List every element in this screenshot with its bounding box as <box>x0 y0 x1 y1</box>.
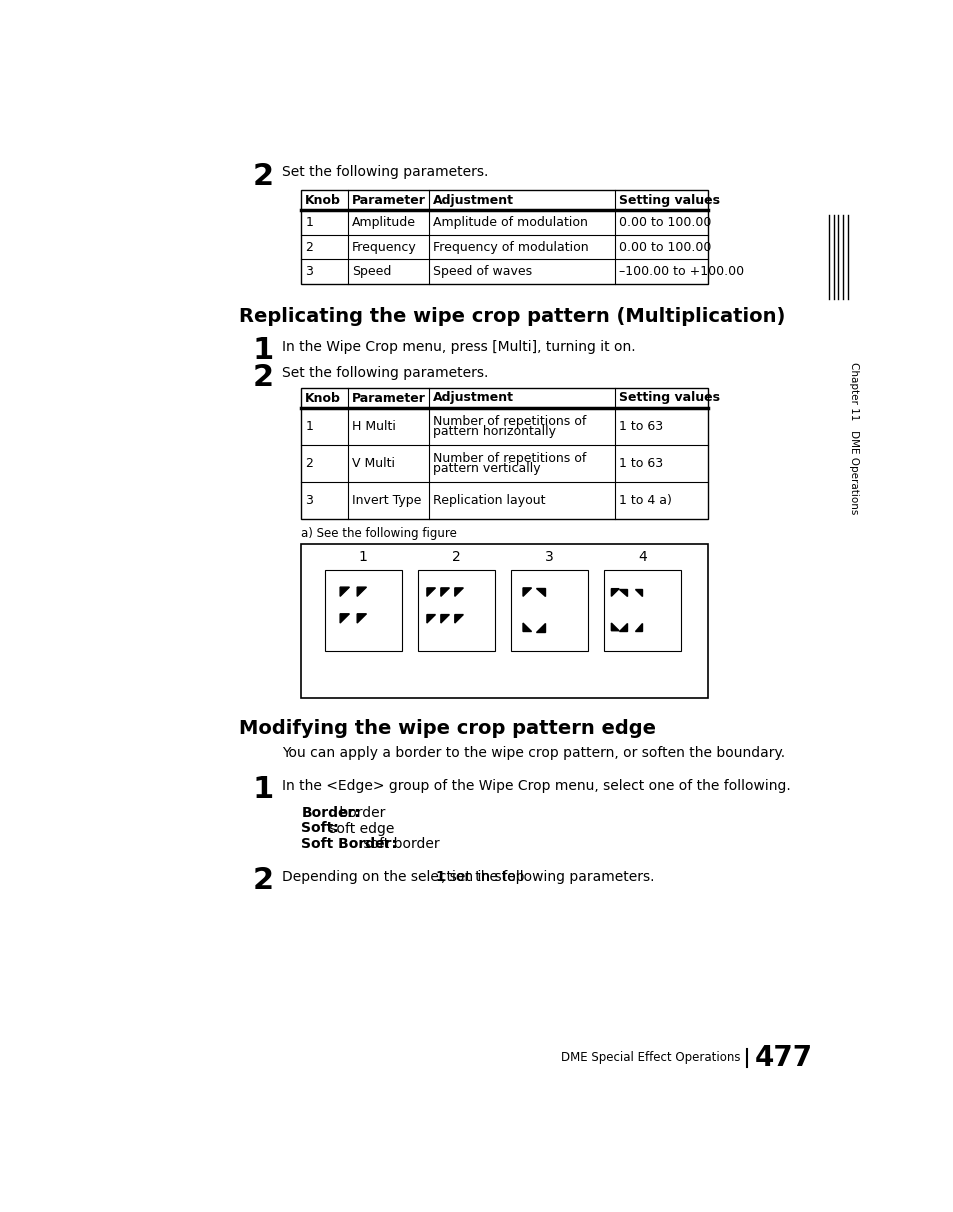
Polygon shape <box>536 588 544 596</box>
Text: pattern vertically: pattern vertically <box>433 462 540 475</box>
Text: DME Special Effect Operations: DME Special Effect Operations <box>560 1051 740 1064</box>
Text: Frequency: Frequency <box>352 240 416 253</box>
Text: V Multi: V Multi <box>352 457 395 470</box>
Polygon shape <box>618 589 626 596</box>
Text: Soft Border:: Soft Border: <box>301 837 397 851</box>
Text: Adjustment: Adjustment <box>433 391 514 405</box>
Text: Replicating the wipe crop pattern (Multiplication): Replicating the wipe crop pattern (Multi… <box>239 307 785 326</box>
Text: Chapter 11   DME Operations: Chapter 11 DME Operations <box>848 362 858 514</box>
Polygon shape <box>611 589 618 596</box>
Text: Invert Type: Invert Type <box>352 494 420 507</box>
Text: 2: 2 <box>253 867 274 896</box>
Text: 1: 1 <box>305 216 313 229</box>
Text: pattern horizontally: pattern horizontally <box>433 425 556 438</box>
Text: 2: 2 <box>305 240 313 253</box>
Text: Setting values: Setting values <box>618 391 720 405</box>
Text: Depending on the selection in step: Depending on the selection in step <box>282 870 528 884</box>
Text: In the <Edge> group of the Wipe Crop menu, select one of the following.: In the <Edge> group of the Wipe Crop men… <box>282 779 790 793</box>
Polygon shape <box>634 623 641 630</box>
Polygon shape <box>427 588 435 596</box>
Text: soft edge: soft edge <box>325 822 395 835</box>
Text: 0.00 to 100.00: 0.00 to 100.00 <box>618 216 711 229</box>
Polygon shape <box>522 623 531 631</box>
Text: Soft:: Soft: <box>301 822 338 835</box>
Text: Border:: Border: <box>301 806 360 821</box>
Polygon shape <box>340 587 349 596</box>
Polygon shape <box>455 588 463 596</box>
Text: Parameter: Parameter <box>352 391 425 405</box>
Text: Parameter: Parameter <box>352 194 425 206</box>
Polygon shape <box>618 623 626 630</box>
Text: Modifying the wipe crop pattern edge: Modifying the wipe crop pattern edge <box>239 719 656 738</box>
Polygon shape <box>440 588 449 596</box>
Text: 1: 1 <box>358 550 368 565</box>
Text: 2: 2 <box>253 162 274 191</box>
Bar <box>510 571 587 651</box>
Text: Replication layout: Replication layout <box>433 494 545 507</box>
Text: Set the following parameters.: Set the following parameters. <box>282 366 488 381</box>
Text: 1: 1 <box>253 776 274 805</box>
Text: 1 to 4 a): 1 to 4 a) <box>618 494 671 507</box>
Polygon shape <box>634 589 641 596</box>
Text: Speed: Speed <box>352 265 391 279</box>
Text: H Multi: H Multi <box>352 421 395 433</box>
Text: 3: 3 <box>305 265 313 279</box>
Text: You can apply a border to the wipe crop pattern, or soften the boundary.: You can apply a border to the wipe crop … <box>282 747 784 760</box>
Text: In the Wipe Crop menu, press [Multi], turning it on.: In the Wipe Crop menu, press [Multi], tu… <box>282 341 635 354</box>
Bar <box>324 571 402 651</box>
Text: Amplitude of modulation: Amplitude of modulation <box>433 216 587 229</box>
Bar <box>603 571 680 651</box>
Text: 3: 3 <box>544 550 553 565</box>
Text: 477: 477 <box>754 1044 812 1071</box>
Text: Set the following parameters.: Set the following parameters. <box>282 166 488 179</box>
Text: 2: 2 <box>253 362 274 391</box>
Text: soft border: soft border <box>358 837 439 851</box>
Text: , set the following parameters.: , set the following parameters. <box>440 870 654 884</box>
Bar <box>301 388 707 519</box>
Text: 4: 4 <box>638 550 646 565</box>
Bar <box>417 571 495 651</box>
Polygon shape <box>427 614 435 623</box>
Polygon shape <box>522 588 531 596</box>
Text: border: border <box>335 806 385 821</box>
Text: Number of repetitions of: Number of repetitions of <box>433 452 586 465</box>
Polygon shape <box>611 623 618 630</box>
Text: 3: 3 <box>305 494 313 507</box>
Text: Knob: Knob <box>305 194 341 206</box>
Text: 1 to 63: 1 to 63 <box>618 421 662 433</box>
Polygon shape <box>340 613 349 623</box>
Text: 1: 1 <box>253 337 274 365</box>
Text: Frequency of modulation: Frequency of modulation <box>433 240 588 253</box>
Text: Adjustment: Adjustment <box>433 194 514 206</box>
Polygon shape <box>440 614 449 623</box>
Text: 1: 1 <box>305 421 313 433</box>
Text: Number of repetitions of: Number of repetitions of <box>433 415 586 428</box>
Text: –100.00 to +100.00: –100.00 to +100.00 <box>618 265 743 279</box>
Text: Amplitude: Amplitude <box>352 216 416 229</box>
Text: Speed of waves: Speed of waves <box>433 265 532 279</box>
Text: Knob: Knob <box>305 391 341 405</box>
Text: 2: 2 <box>305 457 313 470</box>
Text: 1 to 63: 1 to 63 <box>618 457 662 470</box>
Polygon shape <box>356 587 366 596</box>
Polygon shape <box>455 614 463 623</box>
Text: 2: 2 <box>452 550 460 565</box>
Bar <box>301 543 707 698</box>
Text: Setting values: Setting values <box>618 194 720 206</box>
Polygon shape <box>356 613 366 623</box>
Text: 0.00 to 100.00: 0.00 to 100.00 <box>618 240 711 253</box>
Polygon shape <box>536 623 544 631</box>
Text: 1: 1 <box>435 870 444 884</box>
Text: a) See the following figure: a) See the following figure <box>301 526 456 539</box>
Bar <box>301 190 707 284</box>
